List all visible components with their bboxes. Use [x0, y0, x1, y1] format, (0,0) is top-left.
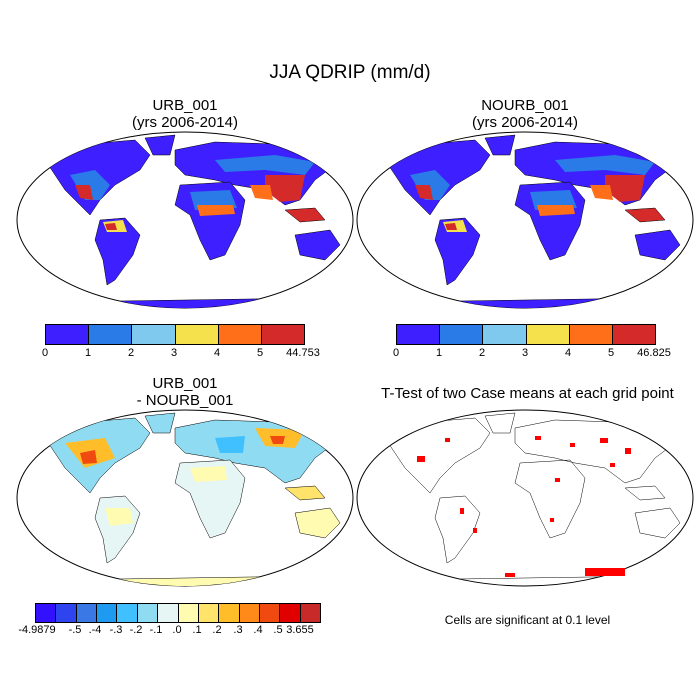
panel-title-ttest: T-Test of two Case means at each grid po…	[355, 385, 700, 402]
colorbar-tick-label: 0	[41, 347, 49, 359]
map-urb	[16, 131, 354, 309]
colorbar-tick-label: 4	[564, 347, 572, 359]
panel-title-line2: (yrs 2006-2014)	[472, 114, 578, 131]
colorbar-tick-label: .1	[192, 624, 202, 636]
colorbar-urb	[45, 324, 305, 345]
colorbar-tick-label: .4	[253, 624, 263, 636]
colorbar-tick-label: 5	[607, 347, 615, 359]
figure-title: JJA QDRIP (mm/d)	[269, 62, 431, 83]
colorbar-swatch	[261, 325, 305, 344]
map-ttest	[356, 409, 694, 587]
colorbar-swatch	[56, 604, 77, 622]
colorbar-tick-label: 2	[478, 347, 486, 359]
colorbar-tick-label: 3.655	[286, 624, 314, 636]
colorbar-swatch	[526, 325, 570, 344]
colorbar-tick-label: .-4	[88, 624, 102, 636]
colorbar-tick-label: -.3	[109, 624, 123, 636]
colorbar-swatch	[36, 604, 57, 622]
colorbar-swatch	[300, 604, 321, 622]
colorbar-swatch	[137, 604, 159, 622]
colorbar-swatch	[397, 325, 441, 344]
panel-title-urb: URB_001 (yrs 2006-2014)	[15, 97, 355, 131]
colorbar-swatch	[612, 325, 656, 344]
colorbar-tick-label: 4	[213, 347, 221, 359]
panel-title-line1: URB_001	[152, 97, 218, 114]
panel-title-line2: (yrs 2006-2014)	[132, 114, 238, 131]
colorbar-swatch	[89, 325, 133, 344]
colorbar-tick-label: 1	[84, 347, 92, 359]
colorbar-swatch	[218, 325, 262, 344]
colorbar-swatch	[440, 325, 484, 344]
colorbar-swatch	[178, 604, 199, 622]
colorbar-tick-label: 3	[521, 347, 529, 359]
colorbar-tick-label: -4.9879	[18, 624, 56, 636]
colorbar-swatch	[239, 604, 260, 622]
colorbar-tick-label: .0	[172, 624, 182, 636]
map-boundary	[356, 409, 694, 587]
colorbar-tick-label: 1	[435, 347, 443, 359]
colorbar-tick-label: -.2	[129, 624, 143, 636]
colorbar-swatch	[259, 604, 281, 622]
colorbar-tick-label: -.5	[68, 624, 82, 636]
colorbar-tick-label: .5	[273, 624, 283, 636]
map-diff	[16, 409, 354, 587]
colorbar-swatch	[569, 325, 613, 344]
panel-title-diff: URB_001 - NOURB_001	[15, 375, 355, 409]
continents	[34, 134, 341, 308]
colorbar-swatch	[76, 604, 98, 622]
colorbar-swatch	[97, 604, 118, 622]
continents	[34, 412, 341, 586]
colorbar-swatch	[198, 604, 220, 622]
colorbar-swatch	[158, 604, 179, 622]
significant-cells	[417, 436, 631, 577]
colorbar-tick-label: .2	[212, 624, 222, 636]
colorbar-tick-label: 0	[392, 347, 400, 359]
colorbar-tick-label: 44.753	[286, 347, 320, 359]
colorbar-tick-label: -.1	[149, 624, 163, 636]
panel-title-line1: T-Test of two Case means at each grid po…	[381, 385, 674, 402]
colorbar-swatch	[483, 325, 527, 344]
colorbar-swatch	[46, 325, 90, 344]
colorbar-nourb	[396, 324, 656, 345]
panel-title-line1: NOURB_001	[481, 97, 569, 114]
colorbar-tick-label: 2	[127, 347, 135, 359]
panel-title-line2: - NOURB_001	[136, 392, 234, 409]
colorbar-tick-label: 5	[256, 347, 264, 359]
colorbar-tick-label: 3	[170, 347, 178, 359]
colorbar-tick-label: 46.825	[637, 347, 671, 359]
panel-title-line1: URB_001	[152, 375, 218, 392]
colorbar-swatch	[219, 604, 240, 622]
colorbar-diff	[35, 603, 321, 623]
map-nourb	[356, 131, 694, 309]
colorbar-swatch	[175, 325, 219, 344]
significance-note: Cells are significant at 0.1 level	[444, 613, 611, 627]
colorbar-tick-label: .3	[233, 624, 243, 636]
panel-title-nourb: NOURB_001 (yrs 2006-2014)	[355, 97, 695, 131]
colorbar-swatch	[280, 604, 301, 622]
colorbar-swatch	[117, 604, 138, 622]
colorbar-swatch	[132, 325, 176, 344]
